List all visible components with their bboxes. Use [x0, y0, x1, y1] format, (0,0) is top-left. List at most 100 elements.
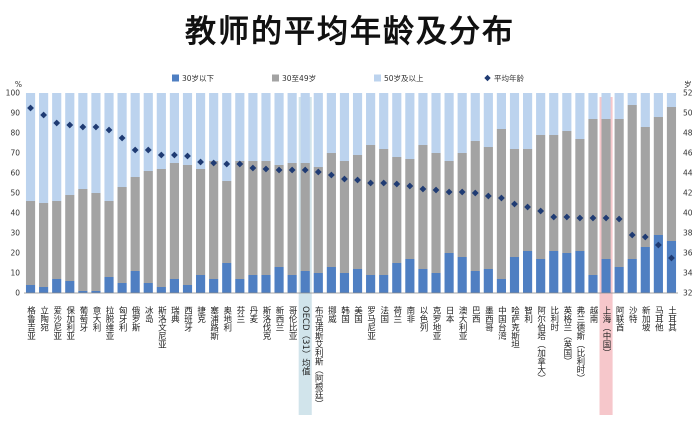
bar-30to49: [444, 161, 454, 253]
bar-over50: [640, 93, 650, 127]
right-tick-label: 38: [683, 229, 693, 238]
legend-label: 50岁及以上: [384, 73, 424, 83]
bar-over50: [483, 93, 493, 147]
left-tick-label: 80: [10, 129, 20, 138]
left-tick-label: 30: [10, 229, 20, 238]
category-label: 美国: [353, 305, 363, 324]
bar-30to49: [235, 161, 245, 279]
right-tick-label: 32: [683, 289, 693, 298]
legend-label: 平均年龄: [494, 73, 524, 83]
avg-age-marker: [406, 182, 414, 190]
category-label: 英格兰（英国）: [562, 305, 572, 365]
bar-over50: [248, 93, 258, 161]
bar-over50: [209, 93, 219, 161]
right-tick-label: 36: [683, 249, 693, 258]
avg-age-marker: [171, 151, 178, 159]
category-label: 立陶宛: [39, 305, 49, 332]
bar-under30: [156, 287, 166, 293]
avg-age-marker: [249, 164, 257, 172]
category-label: 上海（中国）: [601, 306, 611, 357]
bar-under30: [496, 279, 506, 293]
bar-30to49: [523, 149, 533, 251]
avg-age-marker: [223, 160, 231, 168]
bar-under30: [287, 275, 297, 293]
avg-age-marker: [118, 134, 126, 142]
category-label: 冰岛: [143, 305, 153, 324]
bar-over50: [326, 93, 336, 153]
avg-age-marker: [615, 215, 623, 223]
category-label: 丹麦: [248, 306, 258, 324]
bar-under30: [196, 275, 206, 293]
avg-age-marker: [550, 213, 558, 221]
category-label: 斯洛文尼亚: [156, 305, 166, 348]
avg-age-marker: [236, 160, 244, 168]
bar-under30: [627, 259, 637, 293]
bar-30to49: [431, 153, 441, 273]
bar-30to49: [52, 201, 62, 279]
bar-over50: [156, 93, 166, 169]
bar-30to49: [339, 161, 350, 273]
bar-under30: [39, 287, 49, 293]
category-label: 奥地利: [222, 305, 232, 331]
bar-30to49: [653, 117, 663, 235]
category-label: 澳大利亚: [457, 305, 467, 340]
bar-under30: [117, 283, 127, 293]
avg-age-marker: [157, 151, 165, 159]
bar-under30: [339, 273, 350, 293]
left-tick-label: 60: [10, 169, 20, 178]
category-label: 新西兰: [274, 305, 284, 331]
right-tick-label: 34: [683, 269, 693, 278]
category-label: 阿联酋: [614, 306, 624, 332]
category-label: 智利: [523, 305, 533, 323]
bar-under30: [392, 263, 402, 293]
bar-over50: [143, 93, 153, 171]
bar-under30: [25, 285, 36, 293]
avg-age-marker: [419, 185, 427, 193]
bar-over50: [653, 93, 663, 117]
category-label: 西班牙: [183, 306, 193, 332]
bar-over50: [509, 93, 520, 149]
right-tick-label: 40: [683, 209, 693, 218]
category-label: 瑞典: [169, 305, 179, 324]
avg-age-marker: [40, 111, 48, 119]
bar-30to49: [156, 169, 166, 287]
bar-under30: [222, 263, 232, 293]
bar-under30: [130, 271, 140, 293]
category-label: 马耳他: [653, 306, 663, 332]
bar-30to49: [536, 135, 546, 259]
bar-under30: [65, 281, 75, 293]
category-label: 日本: [444, 306, 454, 324]
bar-under30: [235, 279, 245, 293]
right-tick-label: 50: [683, 109, 693, 118]
bar-under30: [523, 251, 533, 293]
category-label: 罗马尼亚: [366, 306, 376, 340]
bar-over50: [182, 93, 193, 165]
bar-over50: [444, 93, 454, 161]
right-tick-label: 44: [683, 169, 693, 178]
avg-age-marker: [92, 123, 100, 131]
bar-30to49: [248, 161, 258, 275]
right-axis-unit: 岁: [684, 79, 692, 89]
avg-age-marker: [471, 189, 479, 197]
bar-over50: [588, 93, 598, 119]
bar-under30: [379, 275, 389, 293]
category-label: 匈牙利: [117, 305, 127, 331]
avg-age-marker: [563, 213, 571, 221]
category-label: 韩国: [339, 305, 349, 324]
category-label: 意大利: [91, 305, 101, 331]
bar-30to49: [562, 131, 572, 253]
bar-30to49: [104, 201, 114, 277]
bar-over50: [313, 93, 323, 167]
bar-under30: [601, 259, 611, 293]
bar-over50: [339, 93, 350, 161]
bar-30to49: [222, 181, 232, 263]
legend-label: 30岁以下: [182, 73, 215, 83]
bar-30to49: [196, 169, 206, 275]
page-title: 教师的平均年龄及分布: [185, 14, 515, 50]
bar-30to49: [470, 141, 480, 271]
avg-age-marker: [262, 165, 270, 173]
avg-age-marker: [602, 214, 610, 222]
bar-30to49: [496, 129, 506, 279]
category-label: 越南: [588, 305, 598, 323]
bar-30to49: [117, 187, 127, 283]
